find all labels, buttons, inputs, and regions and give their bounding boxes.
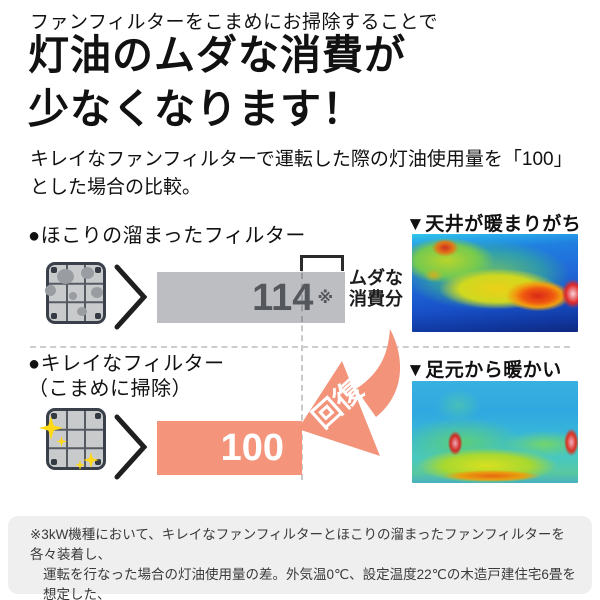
tagline: ファンフィルターをこまめにお掃除することで [30, 12, 438, 33]
intro-line1: キレイなファンフィルターで運転した際の灯油使用量を「100」 [30, 149, 573, 170]
thermal-caption-feet: ▼足元から暖かい [406, 360, 562, 381]
sparkle-icon [75, 460, 85, 470]
section-divider [30, 346, 570, 348]
clean-filter-label: ●キレイなフィルター （こまめに掃除） [28, 352, 225, 402]
clean-usage-bar: 100 [157, 421, 302, 475]
filter-grid [49, 411, 103, 467]
page-title-line1: 灯油のムダな消費が [28, 32, 406, 78]
baseline-100-guide [301, 256, 303, 480]
excess-bracket [300, 255, 344, 271]
footnote-mark: ※ [317, 289, 333, 307]
thermal-image-feet [412, 381, 578, 483]
baseline-100-guide-overlay [301, 273, 303, 322]
excess-label-line2: 消費分 [349, 289, 403, 309]
dust-spot [81, 267, 94, 279]
intro-text: キレイなファンフィルターで運転した際の灯油使用量を「100」 とした場合の比較。 [30, 146, 573, 202]
sparkle-icon [56, 436, 67, 447]
dust-spot [57, 269, 74, 284]
screw-icon [95, 267, 101, 273]
chevron-right-icon [114, 414, 148, 480]
screw-icon [51, 413, 57, 419]
footnote-box: ※3kW機種において、キレイなファンフィルターとほこりの溜まったファンフィルター… [8, 516, 592, 600]
footnote-line1: ※3kW機種において、キレイなファンフィルターとほこりの溜まったファンフィルター… [30, 527, 565, 562]
dust-spot [69, 292, 77, 300]
dirty-usage-bar: 114 ※ [157, 272, 345, 323]
intro-line2: とした場合の比較。 [30, 177, 202, 198]
recovery-arrow-icon: 回復 [298, 329, 401, 456]
dust-spot [45, 285, 56, 296]
dust-spot [77, 307, 87, 316]
page-title-line2: 少なくなります！ [28, 86, 364, 132]
screw-icon [51, 267, 57, 273]
clean-filter-label-line1: ●キレイなフィルター [28, 353, 225, 375]
screw-icon [95, 459, 101, 465]
thermal-image-ceiling [412, 234, 578, 332]
dirty-filter-label: ●ほこりの溜まったフィルター [28, 225, 306, 247]
clean-filter-icon [39, 408, 106, 470]
clean-filter-label-line2: （こまめに掃除） [28, 378, 192, 400]
screw-icon [95, 413, 101, 419]
clean-usage-value: 100 [220, 427, 284, 469]
excess-label-line1: ムダな [349, 268, 403, 288]
footnote-line2: 運転を行なった場合の灯油使用量の差。外気温0℃、設定温度22℃の木造戸建住宅6畳… [43, 567, 576, 600]
dirty-usage-value: 114 [252, 276, 314, 319]
dust-spot [91, 287, 103, 298]
screw-icon [51, 459, 57, 465]
page-title: 灯油のムダな消費が 少なくなります！ [28, 28, 406, 136]
thermal-caption-ceiling: ▼天井が暖まりがち [406, 214, 582, 235]
screw-icon [51, 313, 57, 319]
dirty-filter-icon [45, 262, 106, 324]
chevron-right-icon [114, 264, 148, 330]
screw-icon [95, 313, 101, 319]
excess-label: ムダな 消費分 [349, 268, 403, 310]
